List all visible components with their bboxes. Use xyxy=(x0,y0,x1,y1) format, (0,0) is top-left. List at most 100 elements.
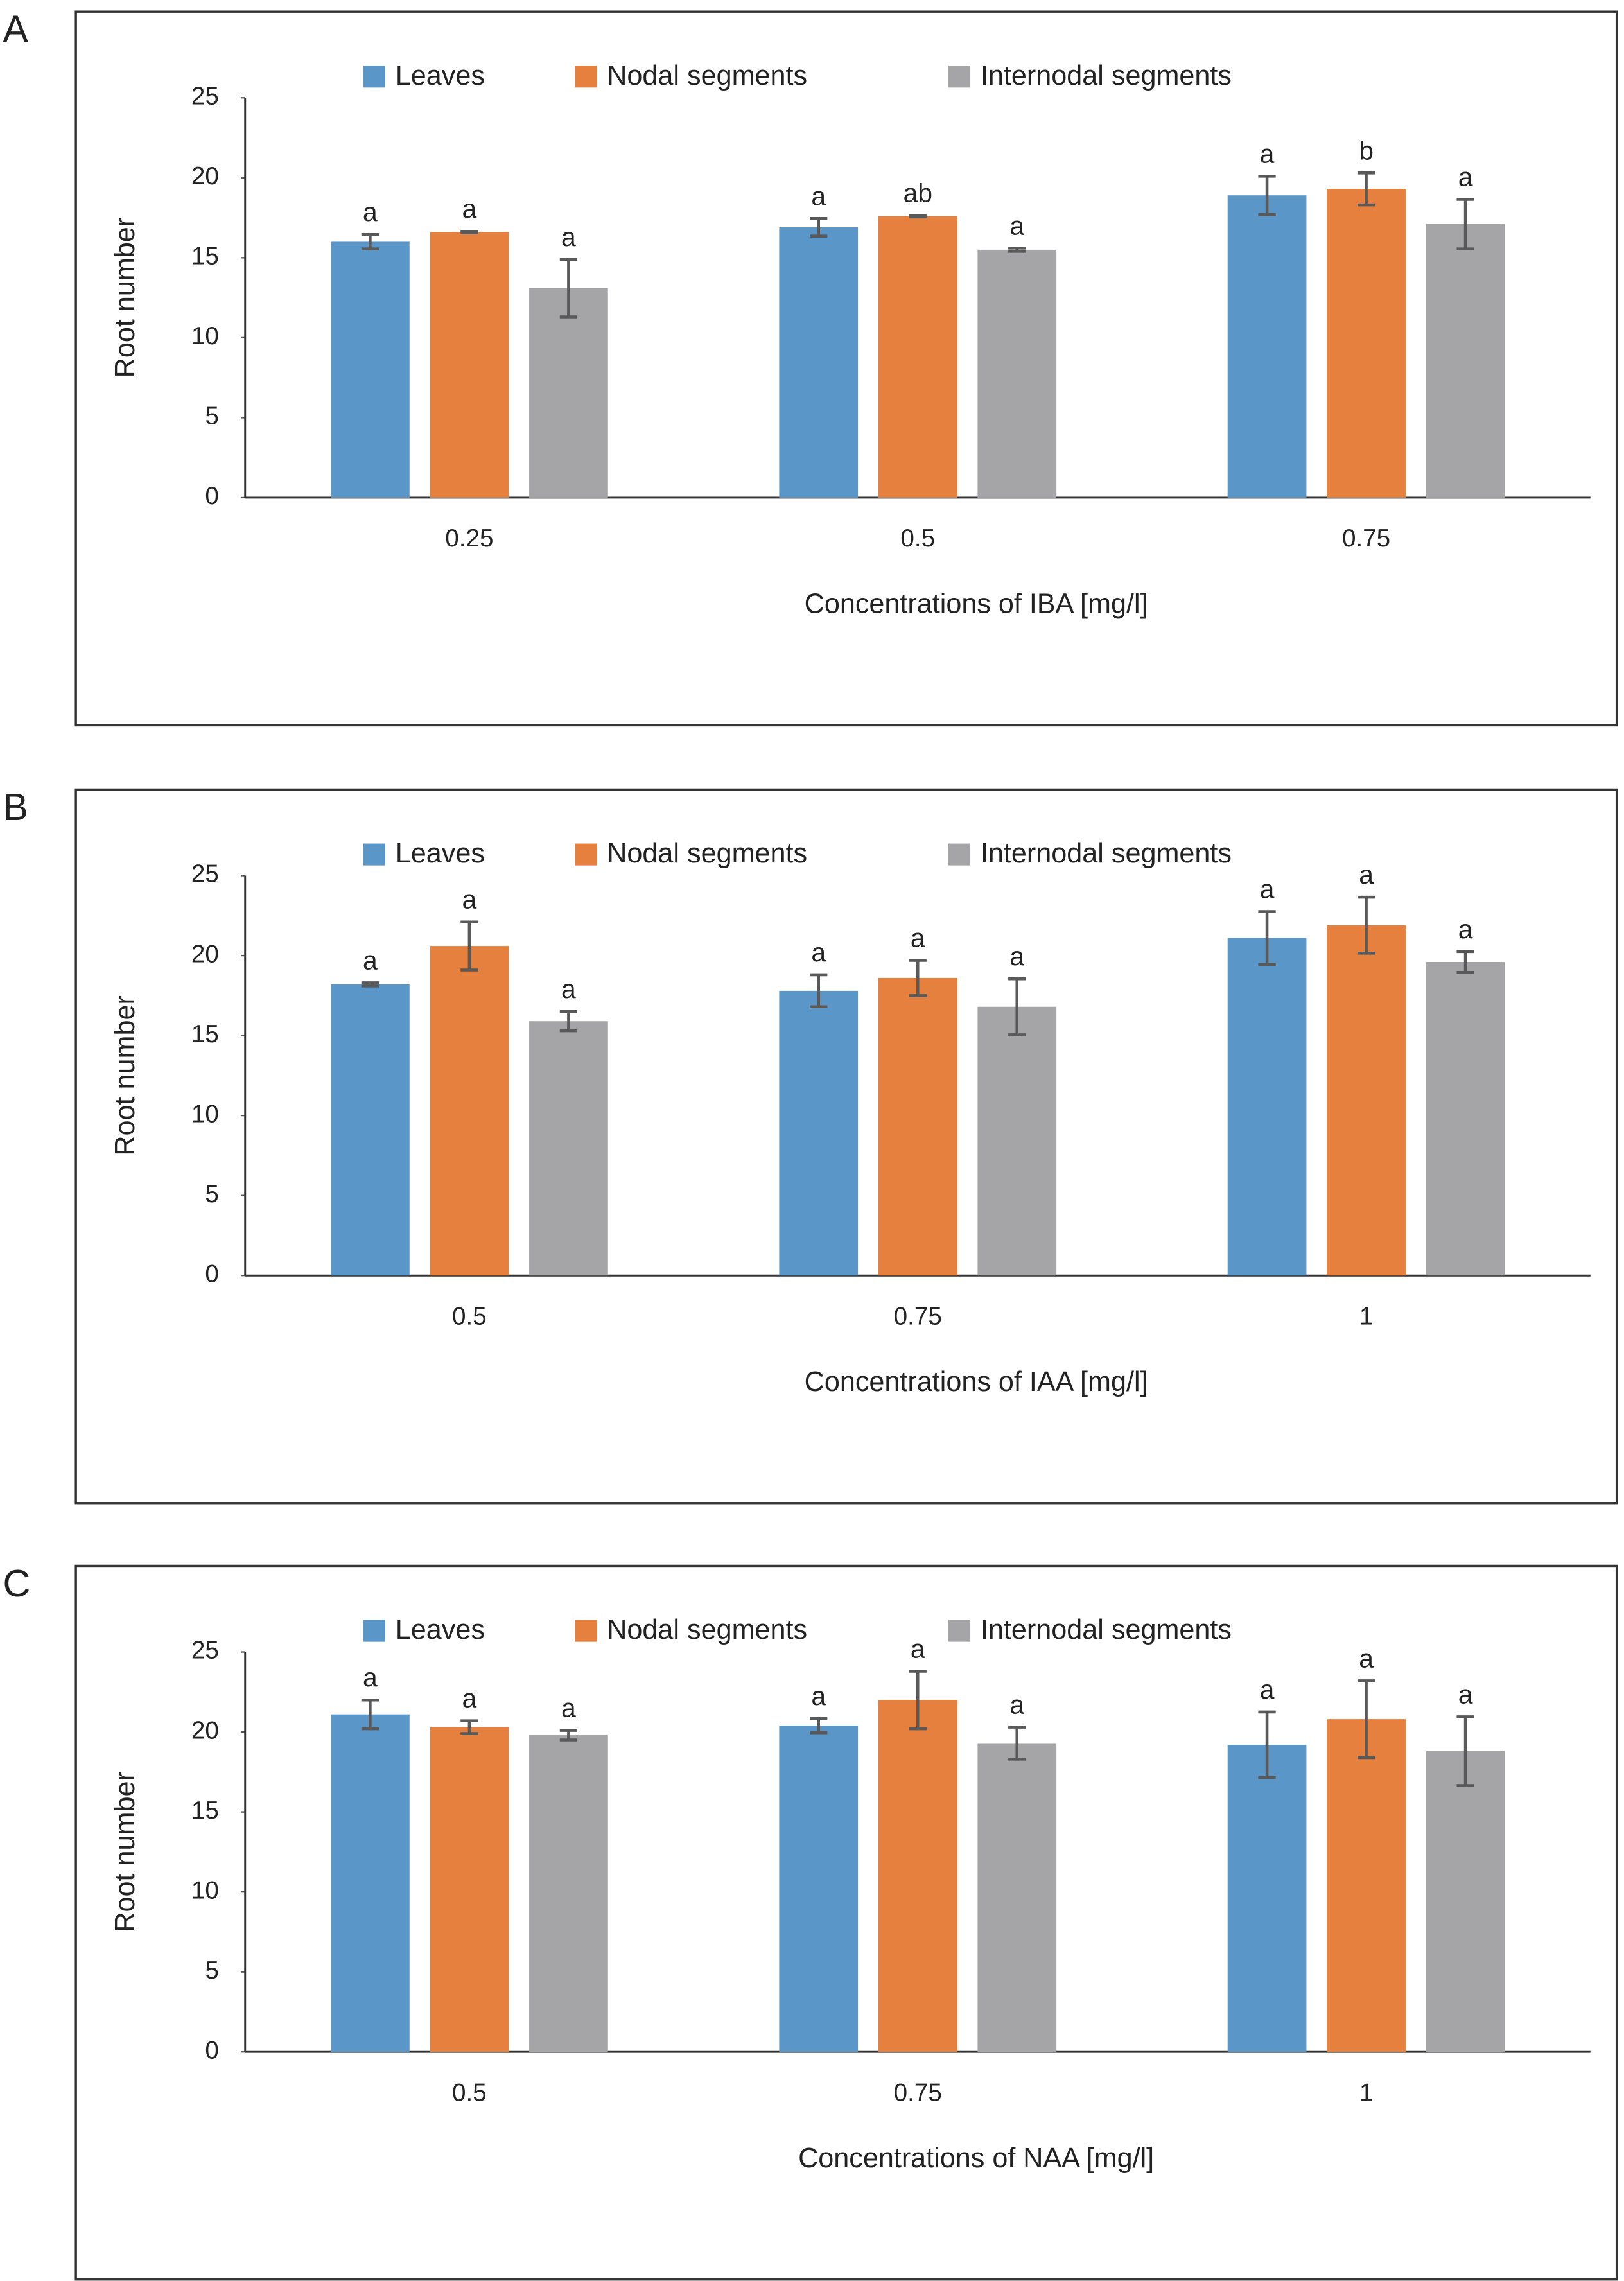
panel-frame xyxy=(74,788,1618,1505)
error-bar xyxy=(559,1009,578,1033)
error-bar xyxy=(460,1719,478,1735)
bar xyxy=(529,288,608,498)
significance-letter: ab xyxy=(903,178,932,207)
significance-letter: a xyxy=(1458,1679,1473,1709)
y-tick-label: 25 xyxy=(191,861,219,888)
significance-letter: a xyxy=(911,923,925,953)
bar xyxy=(430,232,509,498)
panel-label: A xyxy=(3,8,29,51)
significance-letter: a xyxy=(911,1634,925,1663)
legend-label: Leaves xyxy=(396,60,485,91)
legend-label: Internodal segments xyxy=(981,60,1232,91)
bar xyxy=(977,249,1057,498)
significance-letter: a xyxy=(1359,1643,1374,1673)
error-bar xyxy=(1456,198,1474,250)
legend-label: Nodal segments xyxy=(607,60,807,91)
bar xyxy=(331,984,410,1276)
significance-letter: a xyxy=(363,945,378,975)
bar xyxy=(878,216,957,498)
bar xyxy=(1327,925,1406,1276)
error-bar xyxy=(1258,910,1276,966)
significance-letter: a xyxy=(1260,1675,1275,1704)
error-bar xyxy=(361,1698,380,1731)
y-tick-label: 20 xyxy=(191,1717,219,1744)
legend-swatch xyxy=(948,843,971,866)
error-bar xyxy=(1008,247,1026,253)
error-bar xyxy=(909,959,927,997)
bar xyxy=(430,1727,509,2052)
bar xyxy=(1327,1719,1406,2052)
y-tick-label: 0 xyxy=(205,1260,218,1288)
error-bar xyxy=(1008,1726,1026,1761)
significance-letter: a xyxy=(363,1663,378,1692)
y-tick-label: 0 xyxy=(205,2036,218,2064)
x-tick-label: 0.75 xyxy=(894,1302,942,1330)
error-bar xyxy=(909,1670,927,1731)
error-bar xyxy=(1357,1679,1375,1760)
bar xyxy=(529,1021,608,1276)
significance-letter: a xyxy=(1458,914,1473,944)
error-bar xyxy=(361,981,380,988)
legend-swatch xyxy=(948,66,971,88)
legend-swatch xyxy=(575,66,597,88)
significance-letter: a xyxy=(1458,162,1473,191)
y-tick-label: 25 xyxy=(191,82,219,110)
legend-swatch xyxy=(575,1620,597,1642)
y-tick-label: 5 xyxy=(205,1957,218,1984)
significance-letter: a xyxy=(1009,211,1024,240)
error-bar xyxy=(810,1717,828,1735)
x-tick-label: 0.25 xyxy=(445,525,493,552)
bar xyxy=(1227,1744,1307,2052)
x-tick-label: 0.5 xyxy=(452,2079,487,2106)
x-tick-label: 1 xyxy=(1359,2079,1373,2106)
legend-swatch xyxy=(363,66,385,88)
significance-letter: b xyxy=(1359,135,1374,165)
y-axis-title: Root number xyxy=(110,1772,141,1932)
bar xyxy=(1327,189,1406,498)
error-bar xyxy=(909,214,927,219)
legend-label: Nodal segments xyxy=(607,838,807,869)
y-tick-label: 20 xyxy=(191,940,219,968)
significance-letter: a xyxy=(811,1681,826,1711)
significance-letter: a xyxy=(462,194,477,223)
significance-letter: a xyxy=(1009,941,1024,971)
error-bar xyxy=(810,217,828,238)
y-tick-label: 0 xyxy=(205,482,218,510)
x-axis-title: Concentrations of IBA [mg/l] xyxy=(805,589,1148,620)
error-bar xyxy=(1357,171,1375,207)
panel-frame xyxy=(74,1564,1618,2281)
y-tick-label: 5 xyxy=(205,403,218,430)
bar xyxy=(331,241,410,498)
error-bar xyxy=(810,973,828,1009)
bar xyxy=(1426,224,1505,498)
legend-swatch xyxy=(575,843,597,866)
y-axis-title: Root number xyxy=(110,218,141,378)
significance-letter: a xyxy=(1260,875,1275,904)
error-bar xyxy=(1008,977,1026,1036)
panel-label: B xyxy=(3,786,28,828)
legend-label: Internodal segments xyxy=(981,838,1232,869)
significance-letter: a xyxy=(811,938,826,967)
error-bar xyxy=(460,229,478,234)
panel-frame xyxy=(74,10,1618,727)
x-tick-label: 0.75 xyxy=(894,2079,942,2106)
significance-letter: a xyxy=(561,974,576,1004)
y-tick-label: 10 xyxy=(191,322,219,350)
significance-letter: a xyxy=(1009,1690,1024,1720)
legend-label: Leaves xyxy=(396,1614,485,1645)
x-tick-label: 0.5 xyxy=(452,1302,487,1330)
bar xyxy=(779,1726,859,2052)
significance-letter: a xyxy=(462,1684,477,1713)
error-bar xyxy=(460,920,478,972)
significance-letter: a xyxy=(561,222,576,252)
y-axis-title: Root number xyxy=(110,995,141,1156)
bar xyxy=(1227,195,1307,498)
bar xyxy=(878,977,957,1276)
bar xyxy=(1227,938,1307,1276)
y-tick-label: 10 xyxy=(191,1100,219,1128)
error-bar xyxy=(1456,1715,1474,1787)
legend-label: Leaves xyxy=(396,838,485,869)
significance-letter: a xyxy=(1359,860,1374,889)
